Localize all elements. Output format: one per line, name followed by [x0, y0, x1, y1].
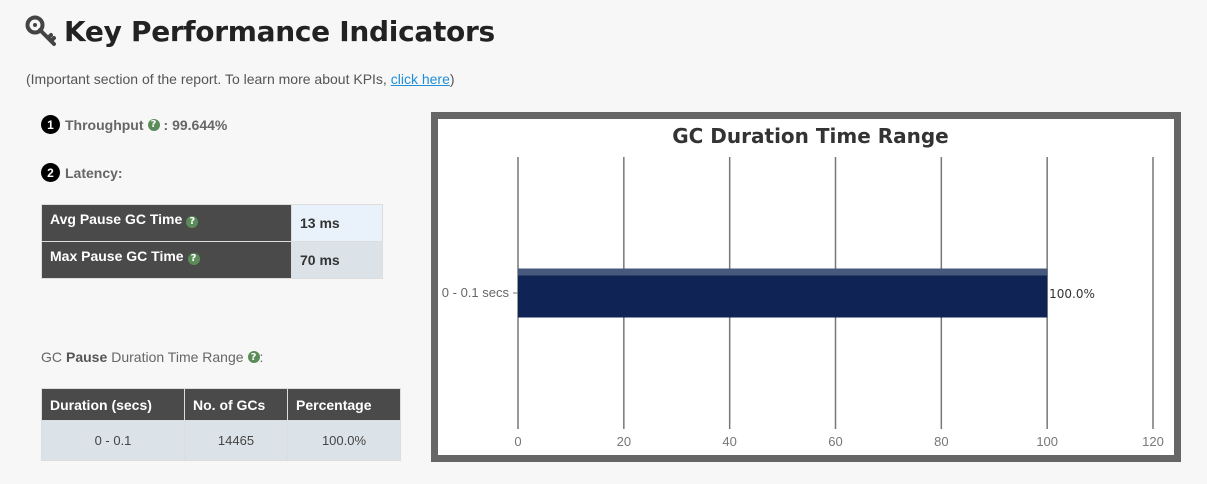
col-duration: Duration (secs) [41, 388, 185, 421]
x-tick-label: 120 [1142, 434, 1164, 449]
range-label-post: Duration Time Range [111, 349, 244, 365]
help-icon[interactable]: ? [147, 118, 160, 131]
x-tick-label: 40 [722, 434, 736, 449]
avg-pause-value: 13 ms [291, 204, 383, 242]
max-pause-text: Max Pause GC Time [50, 248, 184, 264]
range-label-bold: Pause [66, 349, 108, 365]
gc-duration-chart: GC Duration Time Range 0 20 40 60 80 100 120 0 -… [431, 112, 1181, 462]
throughput-kpi: 1 Throughput ? : 99.644% [41, 115, 227, 134]
page-header: Key Performance Indicators [24, 14, 495, 48]
intro-prefix: (Important section of the report. To lea… [26, 71, 391, 87]
kpi-number-2: 2 [41, 163, 60, 182]
duration-table: Duration (secs) No. of GCs Percentage 0 … [41, 388, 401, 461]
range-label-pre: GC [41, 349, 62, 365]
click-here-link[interactable]: click here [390, 71, 450, 87]
table-row: Max Pause GC Time? 70 ms [41, 241, 383, 279]
x-tick-label: 80 [934, 434, 948, 449]
avg-pause-text: Avg Pause GC Time [50, 211, 183, 227]
col-num-gcs: No. of GCs [184, 388, 288, 421]
bar [518, 268, 1048, 318]
cell-num-gcs: 14465 [184, 420, 288, 461]
latency-table: Avg Pause GC Time? 13 ms Max Pause GC Ti… [41, 204, 383, 279]
gc-pause-range-label: GC Pause Duration Time Range ?: [41, 349, 263, 365]
max-pause-label: Max Pause GC Time? [41, 241, 292, 279]
cell-percentage: 100.0% [287, 420, 401, 461]
kpi-number-1: 1 [41, 115, 60, 134]
table-header-row: Duration (secs) No. of GCs Percentage [41, 388, 401, 421]
key-icon [25, 15, 56, 46]
page-title: Key Performance Indicators [64, 14, 495, 48]
table-row: Avg Pause GC Time? 13 ms [41, 204, 383, 242]
help-icon[interactable]: ? [186, 215, 199, 228]
chart-title: GC Duration Time Range [672, 124, 949, 148]
throughput-value: : 99.644% [163, 116, 228, 133]
latency-label: Latency: [65, 164, 123, 181]
help-icon[interactable]: ? [187, 252, 200, 265]
avg-pause-label: Avg Pause GC Time? [41, 204, 292, 242]
chart-svg: GC Duration Time Range 0 20 40 60 80 100 120 0 -… [442, 124, 1164, 449]
throughput-label: Throughput [65, 116, 144, 133]
range-label-suffix: : [259, 349, 264, 365]
x-tick-label: 0 [514, 434, 521, 449]
intro-suffix: ) [449, 71, 455, 87]
col-percentage: Percentage [287, 388, 401, 421]
intro-text: (Important section of the report. To lea… [26, 71, 455, 87]
cell-duration: 0 - 0.1 [41, 420, 185, 461]
help-icon[interactable]: ? [247, 351, 260, 363]
category-label: 0 - 0.1 secs [442, 285, 510, 300]
bar-highlight [518, 268, 1048, 276]
x-tick-label: 100 [1036, 434, 1058, 449]
x-tick-label: 20 [617, 434, 631, 449]
latency-kpi: 2 Latency: [41, 163, 123, 182]
x-tick-label: 60 [828, 434, 842, 449]
data-label: 100.0% [1049, 287, 1095, 301]
max-pause-value: 70 ms [291, 241, 383, 279]
table-row: 0 - 0.1 14465 100.0% [41, 420, 401, 461]
